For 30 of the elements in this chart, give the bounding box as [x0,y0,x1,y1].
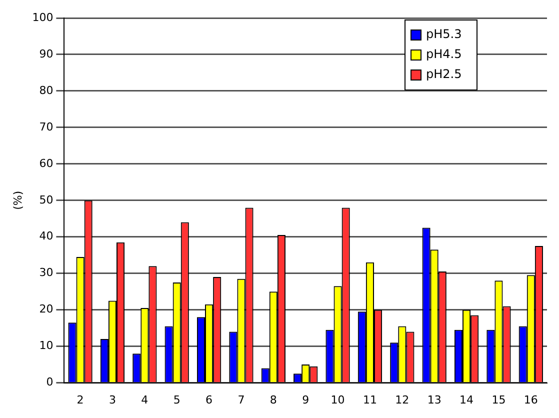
y-tick-label: 100 [32,10,54,24]
x-tick-label: 7 [238,393,245,406]
legend-label: pH5.3 [426,27,462,42]
x-tick-label: 10 [330,393,345,406]
y-tick-label: 0 [46,376,54,389]
x-tick-label: 9 [302,393,310,406]
y-axis-title: (%) [11,190,24,210]
y-tick-label: 40 [39,230,54,243]
y-tick-label: 20 [39,302,54,316]
x-tick-label: 4 [141,393,148,406]
y-tick-label: 90 [39,47,54,60]
x-tick-label: 15 [492,393,506,406]
y-tick-label: 10 [39,339,54,352]
x-tick-label: 11 [362,393,377,406]
x-tick-label: 2 [76,393,84,406]
legend-label: pH4.5 [426,47,462,62]
y-tick-label: 50 [39,193,54,206]
x-tick-label: 13 [427,393,442,406]
x-tick-label: 16 [524,393,538,406]
x-tick-label: 6 [206,393,213,406]
x-tick-label: 12 [395,393,410,406]
y-tick-label: 80 [39,84,54,97]
x-tick-label: 5 [173,393,180,406]
y-tick-label: 30 [39,266,54,280]
y-tick-label: 60 [39,156,54,170]
x-tick-label: 8 [270,393,277,406]
x-tick-label: 14 [460,393,474,406]
legend-label: pH2.5 [426,67,462,82]
x-tick-label: 3 [108,393,116,406]
y-tick-label: 70 [39,120,54,134]
